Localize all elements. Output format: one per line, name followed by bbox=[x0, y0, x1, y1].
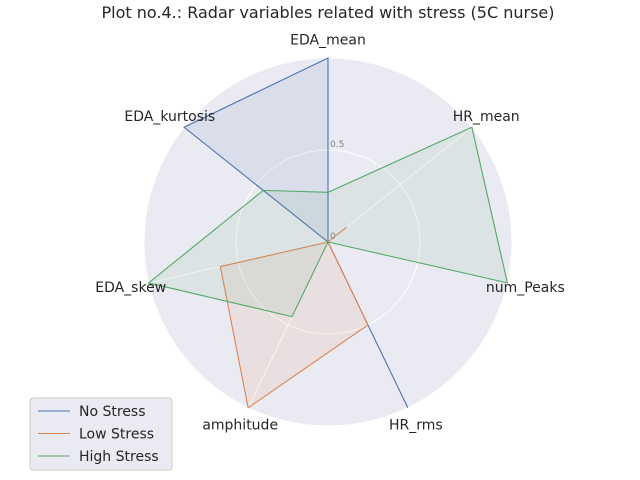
radial-tick-label: 0 bbox=[330, 232, 336, 242]
axis-label-amphitude: amphitude bbox=[202, 417, 278, 433]
axis-label-eda-kurtosis: EDA_kurtosis bbox=[124, 109, 215, 125]
axis-labels: EDA_mean HR_mean num_Peaks HR_rms amphitude E… bbox=[95, 33, 565, 434]
axis-label-num-peaks: num_Peaks bbox=[486, 280, 565, 296]
radial-tick-label: 0.5 bbox=[330, 140, 344, 150]
radar-series bbox=[147, 57, 509, 409]
legend-label: No Stress bbox=[79, 404, 146, 420]
axis-label-hr-mean: HR_mean bbox=[453, 109, 520, 125]
legend-label: High Stress bbox=[79, 449, 159, 465]
legend-box bbox=[29, 397, 173, 471]
series-low-stress bbox=[219, 226, 369, 409]
legend: No Stress Low Stress High Stress bbox=[29, 397, 173, 471]
axis-label-eda-mean: EDA_mean bbox=[290, 33, 366, 49]
chart-title: Plot no.4.: Radar variables related with… bbox=[102, 3, 555, 22]
legend-label: Low Stress bbox=[79, 427, 154, 443]
series-high-stress bbox=[147, 126, 509, 318]
axis-label-hr-rms: HR_rms bbox=[389, 417, 443, 433]
axis-label-eda-skew: EDA_skew bbox=[95, 280, 166, 296]
